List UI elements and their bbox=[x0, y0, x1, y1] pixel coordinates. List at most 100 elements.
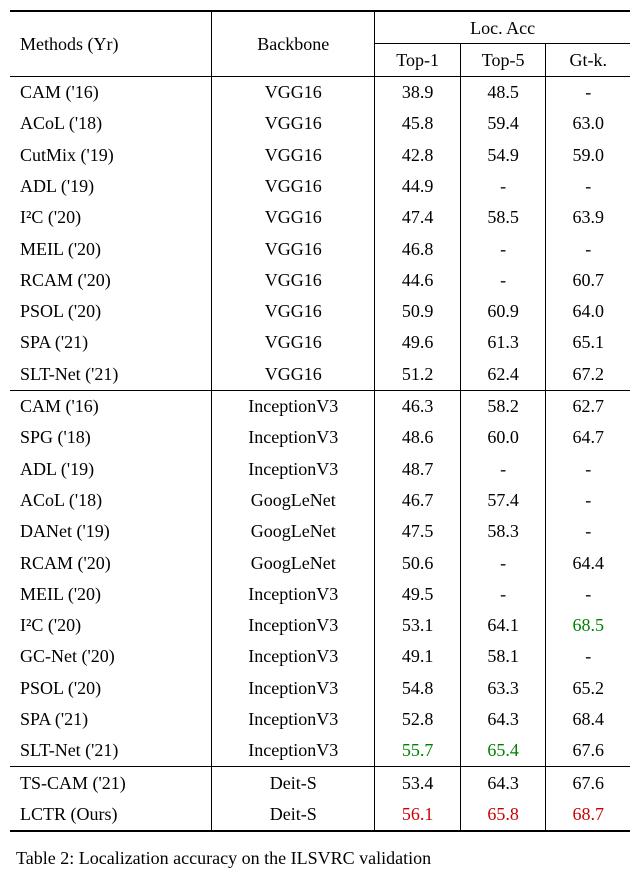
cell-backbone: VGG16 bbox=[212, 76, 375, 108]
cell-gtk: 67.6 bbox=[546, 735, 630, 767]
cell-method: MEIL ('20) bbox=[10, 578, 212, 609]
cell-top5: - bbox=[460, 264, 546, 295]
cell-top1: 48.6 bbox=[375, 422, 461, 453]
cell-backbone: VGG16 bbox=[212, 170, 375, 201]
cell-top1: 55.7 bbox=[375, 735, 461, 767]
cell-top1: 46.3 bbox=[375, 390, 461, 422]
cell-method: SPA ('21) bbox=[10, 327, 212, 358]
cell-top5: - bbox=[460, 233, 546, 264]
table-row: ACoL ('18)GoogLeNet46.757.4- bbox=[10, 484, 630, 515]
table-row: SLT-Net ('21)VGG1651.262.467.2 bbox=[10, 358, 630, 390]
cell-top5: 64.3 bbox=[460, 767, 546, 799]
table-row: LCTR (Ours)Deit-S56.165.868.7 bbox=[10, 798, 630, 830]
cell-top5: 60.0 bbox=[460, 422, 546, 453]
table-row: CutMix ('19)VGG1642.854.959.0 bbox=[10, 139, 630, 170]
cell-top5: 54.9 bbox=[460, 139, 546, 170]
cell-method: SLT-Net ('21) bbox=[10, 735, 212, 767]
table-row: GC-Net ('20)InceptionV349.158.1- bbox=[10, 641, 630, 672]
cell-gtk: - bbox=[546, 484, 630, 515]
cell-top5: 48.5 bbox=[460, 76, 546, 108]
cell-method: RCAM ('20) bbox=[10, 547, 212, 578]
cell-top5: 65.8 bbox=[460, 798, 546, 830]
cell-gtk: 64.4 bbox=[546, 547, 630, 578]
table-row: ACoL ('18)VGG1645.859.463.0 bbox=[10, 108, 630, 139]
cell-gtk: - bbox=[546, 641, 630, 672]
cell-method: ADL ('19) bbox=[10, 170, 212, 201]
cell-method: MEIL ('20) bbox=[10, 233, 212, 264]
cell-backbone: InceptionV3 bbox=[212, 735, 375, 767]
cell-gtk: 68.7 bbox=[546, 798, 630, 830]
cell-top1: 47.4 bbox=[375, 202, 461, 233]
cell-top5: - bbox=[460, 547, 546, 578]
cell-backbone: GoogLeNet bbox=[212, 484, 375, 515]
cell-method: I²C ('20) bbox=[10, 202, 212, 233]
cell-top1: 56.1 bbox=[375, 798, 461, 830]
cell-backbone: InceptionV3 bbox=[212, 578, 375, 609]
cell-backbone: VGG16 bbox=[212, 358, 375, 390]
cell-backbone: Deit-S bbox=[212, 767, 375, 799]
cell-top5: 61.3 bbox=[460, 327, 546, 358]
col-header-methods: Methods (Yr) bbox=[10, 11, 212, 76]
cell-gtk: 63.0 bbox=[546, 108, 630, 139]
cell-method: CAM ('16) bbox=[10, 390, 212, 422]
cell-backbone: VGG16 bbox=[212, 233, 375, 264]
col-header-gtk: Gt-k. bbox=[546, 44, 630, 76]
cell-top5: 60.9 bbox=[460, 296, 546, 327]
cell-method: ADL ('19) bbox=[10, 453, 212, 484]
cell-backbone: GoogLeNet bbox=[212, 516, 375, 547]
col-header-top1: Top-1 bbox=[375, 44, 461, 76]
col-header-backbone: Backbone bbox=[212, 11, 375, 76]
table-row: SLT-Net ('21)InceptionV355.765.467.6 bbox=[10, 735, 630, 767]
cell-top1: 48.7 bbox=[375, 453, 461, 484]
cell-top1: 44.9 bbox=[375, 170, 461, 201]
table-row: SPA ('21)InceptionV352.864.368.4 bbox=[10, 704, 630, 735]
cell-backbone: VGG16 bbox=[212, 202, 375, 233]
cell-backbone: InceptionV3 bbox=[212, 422, 375, 453]
cell-top5: 62.4 bbox=[460, 358, 546, 390]
cell-backbone: InceptionV3 bbox=[212, 390, 375, 422]
cell-method: RCAM ('20) bbox=[10, 264, 212, 295]
cell-gtk: 63.9 bbox=[546, 202, 630, 233]
cell-top5: - bbox=[460, 170, 546, 201]
cell-method: GC-Net ('20) bbox=[10, 641, 212, 672]
cell-top1: 46.8 bbox=[375, 233, 461, 264]
cell-method: TS-CAM ('21) bbox=[10, 767, 212, 799]
cell-top5: 58.5 bbox=[460, 202, 546, 233]
cell-gtk: 68.5 bbox=[546, 610, 630, 641]
cell-top1: 49.5 bbox=[375, 578, 461, 609]
cell-backbone: VGG16 bbox=[212, 327, 375, 358]
cell-top1: 50.6 bbox=[375, 547, 461, 578]
table-row: MEIL ('20)VGG1646.8-- bbox=[10, 233, 630, 264]
table-row: CAM ('16)VGG1638.948.5- bbox=[10, 76, 630, 108]
cell-method: DANet ('19) bbox=[10, 516, 212, 547]
cell-top5: - bbox=[460, 578, 546, 609]
cell-backbone: InceptionV3 bbox=[212, 453, 375, 484]
cell-top1: 45.8 bbox=[375, 108, 461, 139]
cell-top5: 57.4 bbox=[460, 484, 546, 515]
cell-top1: 46.7 bbox=[375, 484, 461, 515]
table-row: I²C ('20)InceptionV353.164.168.5 bbox=[10, 610, 630, 641]
cell-top1: 53.4 bbox=[375, 767, 461, 799]
cell-gtk: 59.0 bbox=[546, 139, 630, 170]
results-table: Methods (Yr) Backbone Loc. Acc Top-1 Top… bbox=[10, 10, 630, 832]
cell-method: PSOL ('20) bbox=[10, 672, 212, 703]
cell-gtk: - bbox=[546, 578, 630, 609]
cell-top5: 64.1 bbox=[460, 610, 546, 641]
cell-method: CutMix ('19) bbox=[10, 139, 212, 170]
cell-backbone: InceptionV3 bbox=[212, 672, 375, 703]
cell-method: PSOL ('20) bbox=[10, 296, 212, 327]
cell-top1: 50.9 bbox=[375, 296, 461, 327]
cell-gtk: 62.7 bbox=[546, 390, 630, 422]
cell-top5: 65.4 bbox=[460, 735, 546, 767]
table-row: CAM ('16)InceptionV346.358.262.7 bbox=[10, 390, 630, 422]
cell-method: ACoL ('18) bbox=[10, 484, 212, 515]
cell-gtk: 64.0 bbox=[546, 296, 630, 327]
cell-backbone: VGG16 bbox=[212, 108, 375, 139]
col-header-top5: Top-5 bbox=[460, 44, 546, 76]
cell-backbone: VGG16 bbox=[212, 296, 375, 327]
cell-gtk: - bbox=[546, 233, 630, 264]
cell-method: SLT-Net ('21) bbox=[10, 358, 212, 390]
table-row: MEIL ('20)InceptionV349.5-- bbox=[10, 578, 630, 609]
cell-top1: 49.6 bbox=[375, 327, 461, 358]
cell-backbone: VGG16 bbox=[212, 139, 375, 170]
